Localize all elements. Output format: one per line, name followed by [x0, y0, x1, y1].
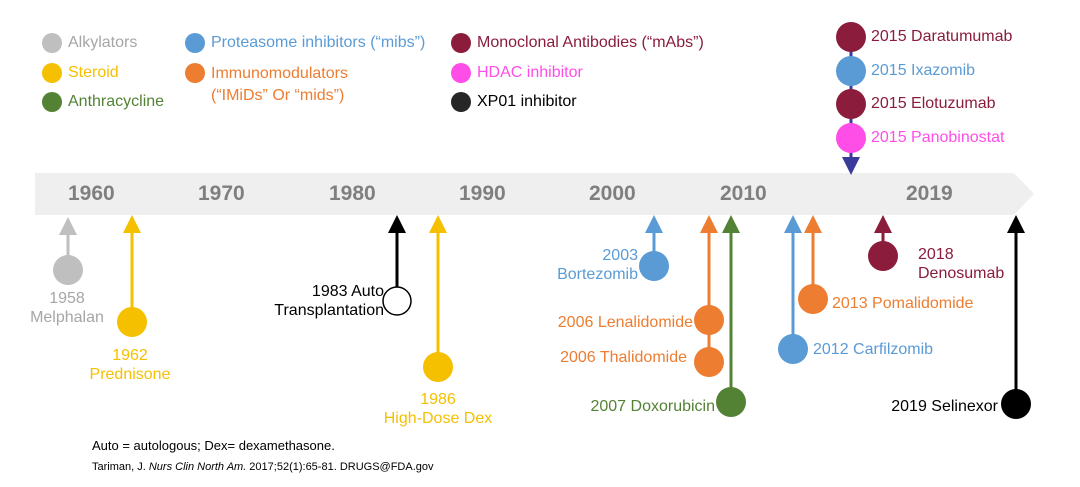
carfilzomib-label: 2012 Carfilzomib: [813, 341, 934, 358]
panobinostat-label: 2015 Panobinostat: [871, 129, 1005, 146]
alkylators-swatch-icon: [42, 33, 62, 53]
abbreviation-footnote: Auto = autologous; Dex= dexamethasone.: [92, 438, 335, 453]
legend-label-group: Immunomodulators (“IMiDs” Or “mids”): [211, 63, 348, 107]
melphalan-year: 1958: [49, 290, 85, 307]
auto-transplant-line1: 1983 Auto: [311, 283, 384, 300]
bortezomib-name: Bortezomib: [557, 266, 638, 284]
elotuzumab-marker: [836, 89, 866, 119]
xpo1-swatch-icon: [451, 92, 471, 112]
citation-details: 2017;52(1):65-81. DRUGS@FDA.gov: [246, 461, 434, 473]
legend-alkylators: Alkylators: [42, 33, 137, 53]
timeline-axis-band: [35, 173, 1034, 215]
high-dose-dex-name: High-Dose Dex: [383, 410, 493, 428]
thalidomide-marker: [694, 347, 724, 377]
bortezomib-marker: [639, 251, 669, 281]
legend-label: Steroid: [68, 64, 119, 81]
legend-label: XP01 inhibitor: [477, 93, 577, 110]
legend-steroid: Steroid: [42, 63, 119, 83]
bortezomib-label: 2003 Bortezomib: [548, 246, 638, 284]
doxorubicin-marker: [716, 387, 746, 417]
melphalan-name: Melphalan: [30, 309, 104, 327]
panobinostat-marker: [836, 123, 866, 153]
bortezomib-year: 2003: [602, 247, 638, 264]
ixazomib-marker: [836, 56, 866, 86]
legend-label: Anthracycline: [68, 93, 165, 110]
prednisone-year: 1962: [112, 347, 148, 364]
legend-immunomodulators: Immunomodulators (“IMiDs” Or “mids”): [185, 63, 348, 107]
high-dose-dex-year: 1986: [420, 391, 456, 408]
thalidomide-label: 2006 Thalidomide: [560, 349, 687, 366]
elotuzumab-label: 2015 Elotuzumab: [871, 95, 996, 112]
high-dose-dex-label: 1986 High-Dose Dex: [378, 390, 498, 428]
selinexor-marker: [1001, 389, 1031, 419]
selinexor-label: 2019 Selinexor: [891, 398, 998, 415]
high-dose-dex-marker: [423, 352, 453, 382]
auto-transplant-line2: Transplantation: [274, 302, 384, 320]
legend-label: HDAC inhibitor: [477, 64, 583, 81]
axis-year-1970: 1970: [198, 182, 245, 205]
anthracycline-swatch-icon: [42, 92, 62, 112]
prednisone-name: Prednisone: [89, 366, 171, 384]
mabs-swatch-icon: [451, 33, 471, 53]
steroid-swatch-icon: [42, 63, 62, 83]
carfilzomib-marker: [778, 334, 808, 364]
legend-xpo1: XP01 inhibitor: [451, 92, 577, 112]
hdac-swatch-icon: [451, 63, 471, 83]
legend-hdac: HDAC inhibitor: [451, 63, 583, 83]
melphalan-marker: [53, 255, 83, 285]
doxorubicin-label: 2007 Doxorubicin: [590, 398, 715, 415]
axis-year-2010: 2010: [720, 182, 767, 205]
axis-year-2000: 2000: [589, 182, 636, 205]
legend-label: Alkylators: [68, 34, 138, 51]
legend-label: Monoclonal Antibodies (“mAbs”): [477, 34, 704, 51]
legend-proteasome: Proteasome inhibitors (“mibs”): [185, 33, 425, 53]
legend-anthracycline: Anthracycline: [42, 92, 164, 112]
daratumumab-marker: [836, 22, 866, 52]
prednisone-marker: [117, 307, 147, 337]
axis-year-1980: 1980: [329, 182, 376, 205]
legend-mabs: Monoclonal Antibodies (“mAbs”): [451, 33, 704, 53]
legend-label-line2: (“IMiDs” Or “mids”): [211, 87, 345, 104]
axis-year-1960: 1960: [68, 182, 115, 205]
lenalidomide-marker: [694, 305, 724, 335]
melphalan-label: 1958 Melphalan: [12, 289, 122, 327]
denosumab-marker: [868, 241, 898, 271]
denosumab-name: Denosumab: [918, 265, 1005, 283]
citation-author: Tariman, J.: [92, 461, 149, 473]
denosumab-label: 2018 Denosumab: [918, 245, 1004, 283]
immunomodulators-swatch-icon: [185, 63, 205, 83]
proteasome-swatch-icon: [185, 33, 205, 53]
ixazomib-label: 2015 Ixazomib: [871, 62, 976, 79]
auto-transplant-marker: [382, 286, 412, 316]
pomalidomide-marker: [798, 284, 828, 314]
axis-year-1990: 1990: [459, 182, 506, 205]
legend-label: Immunomodulators: [211, 65, 348, 82]
prednisone-label: 1962 Prednisone: [75, 346, 185, 384]
pomalidomide-label: 2013 Pomalidomide: [832, 295, 974, 312]
legend-label: Proteasome inhibitors (“mibs”): [211, 34, 426, 51]
auto-transplant-label: 1983 Auto Transplantation: [254, 282, 384, 320]
citation-journal: Nurs Clin North Am.: [148, 461, 247, 473]
daratumumab-label: 2015 Daratumumab: [871, 28, 1013, 45]
lenalidomide-label: 2006 Lenalidomide: [557, 314, 693, 331]
axis-year-2019: 2019: [906, 182, 953, 205]
denosumab-year: 2018: [918, 246, 954, 263]
citation: Tariman, J. Nurs Clin North Am. 2017;52(…: [92, 461, 434, 473]
